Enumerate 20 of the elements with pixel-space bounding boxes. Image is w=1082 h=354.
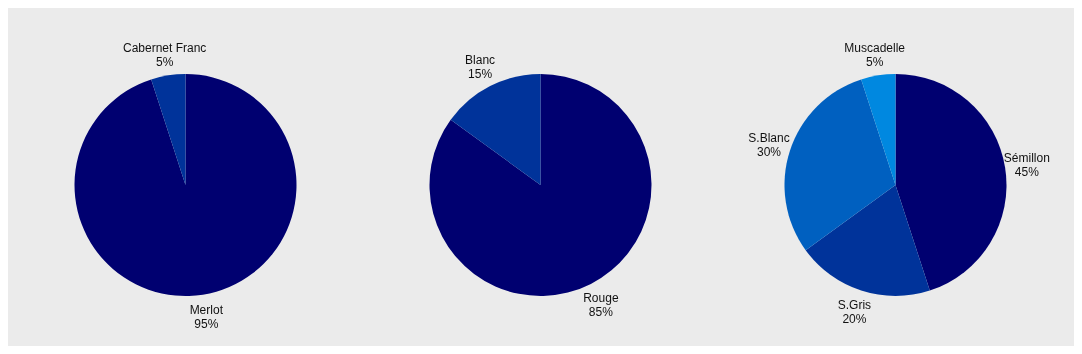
slice-label: S.Blanc — [748, 130, 790, 145]
slice-label: S.Gris — [837, 298, 872, 313]
data-label: 85% — [588, 304, 614, 319]
data-label: 5% — [156, 54, 174, 69]
slice-label: Cabernet Franc — [123, 40, 207, 55]
pie-slice — [151, 74, 186, 185]
data-label: 20% — [842, 312, 867, 327]
slice-label: Muscadelle — [844, 40, 906, 55]
data-label: 30% — [756, 144, 782, 159]
slice-label: Rouge — [583, 290, 619, 305]
data-label: 15% — [468, 67, 493, 82]
data-label: 5% — [866, 54, 884, 69]
slice-label: Merlot — [189, 303, 224, 318]
pie-slice — [74, 74, 297, 296]
pie-slice — [805, 185, 930, 296]
data-label: 45% — [1014, 165, 1040, 180]
slice-label: Sémillon — [1003, 151, 1050, 166]
slice-label: Blanc — [465, 53, 496, 68]
data-label: 95% — [194, 317, 219, 332]
pie-slice — [861, 74, 896, 185]
